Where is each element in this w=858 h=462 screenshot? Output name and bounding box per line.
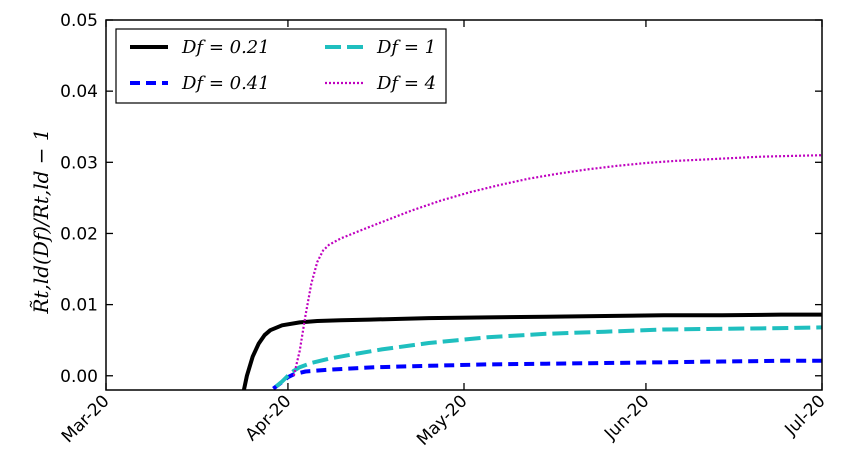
legend-label-3: Df = 4 — [376, 73, 436, 94]
series-layer — [241, 154, 822, 390]
legend-box — [115, 28, 447, 104]
y-tick-label: 0.03 — [60, 153, 98, 173]
y-axis-label: R̃t,ld(Df)/Rt,ld − 1 — [29, 128, 53, 314]
series-line-2 — [274, 325, 822, 388]
x-tick-label: Apr-20 — [242, 391, 296, 445]
series-line-3 — [292, 154, 822, 377]
legend-label-1: Df = 0.41 — [181, 73, 270, 94]
y-tick-label: 0.05 — [60, 11, 98, 31]
x-tick-label: Jun-20 — [600, 391, 653, 444]
x-tick-label: Jul-20 — [781, 391, 830, 440]
y-axis-label-group: R̃t,ld(Df)/Rt,ld − 1 — [29, 128, 53, 314]
legend: Df = 0.21 Df = 0.41 Df = 1 Df = 4 — [115, 28, 447, 104]
y-tick-label: 0.02 — [60, 224, 98, 244]
x-tick-label: May-20 — [413, 391, 471, 449]
y-tick-label: 0.04 — [60, 82, 98, 102]
x-tick-label: Mar-20 — [58, 391, 114, 447]
legend-label-0: Df = 0.21 — [181, 37, 270, 58]
series-line-1 — [272, 358, 822, 390]
y-tick-label: 0.01 — [60, 296, 98, 316]
y-tick-label: 0.00 — [60, 367, 98, 387]
series-line-0 — [241, 312, 822, 390]
legend-label-2: Df = 1 — [376, 37, 436, 58]
